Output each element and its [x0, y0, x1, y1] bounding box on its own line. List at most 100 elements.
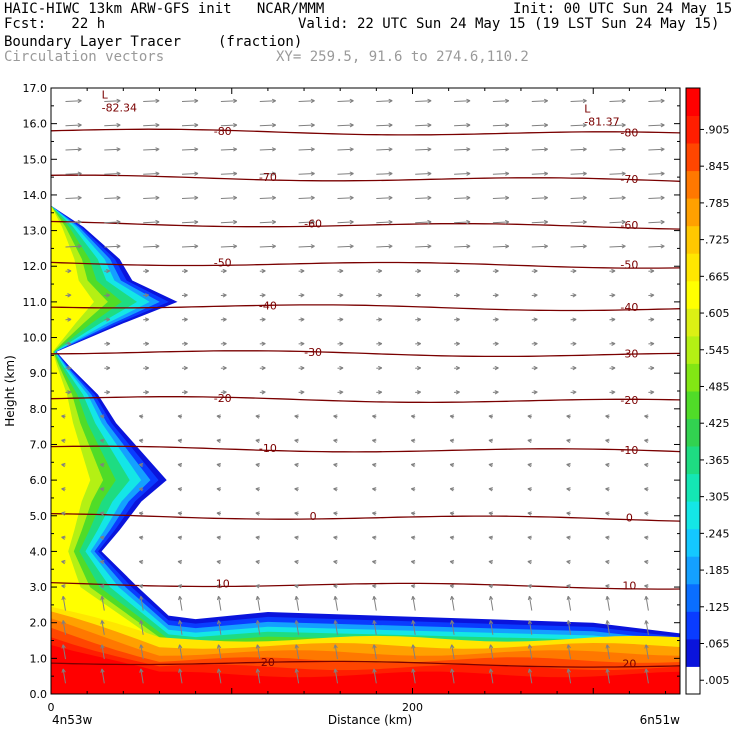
circulation-vector: [178, 644, 183, 660]
circulation-vector: [178, 595, 183, 611]
circulation-vector: [143, 365, 150, 371]
circulation-vector: [449, 462, 455, 468]
circulation-vector: [376, 244, 393, 249]
circulation-vector: [605, 644, 610, 660]
circulation-vector: [61, 535, 66, 540]
circulation-vector: [216, 511, 221, 516]
circulation-vector: [415, 244, 432, 249]
circulation-vector: [100, 414, 105, 419]
circulation-vector: [372, 462, 377, 468]
contour-label: -20: [214, 392, 232, 405]
circulation-vector: [566, 535, 571, 540]
contour-line: [51, 581, 680, 590]
circulation-vector: [139, 668, 144, 684]
circulation-vector: [566, 668, 572, 684]
circulation-vector: [220, 244, 238, 249]
circulation-vector: [605, 620, 610, 635]
circulation-vector: [337, 171, 354, 176]
colorbar-label: .485: [705, 380, 730, 393]
circulation-vector: [143, 341, 150, 347]
circulation-vector: [531, 390, 538, 395]
circulation-vector: [570, 98, 587, 104]
circulation-vector: [605, 462, 610, 468]
circulation-vector: [181, 244, 199, 249]
circulation-vector: [216, 620, 222, 635]
circulation-vector: [255, 644, 261, 660]
circulation-vector: [220, 365, 227, 371]
circulation-vector: [259, 147, 277, 152]
circulation-vector: [372, 511, 377, 516]
circulation-vector: [492, 365, 499, 371]
contour-label: -10: [259, 442, 277, 455]
circulation-vector: [65, 365, 72, 371]
circulation-vector: [65, 268, 72, 274]
circulation-vector: [454, 365, 460, 371]
circulation-vector: [527, 511, 532, 516]
circulation-vector: [531, 171, 549, 176]
circulation-vector: [570, 147, 587, 152]
circulation-vector: [531, 341, 538, 347]
circulation-vector: [100, 438, 105, 444]
x-axis-title: Distance (km): [328, 713, 412, 727]
contour-line: [51, 220, 680, 230]
circulation-vector: [644, 438, 649, 444]
circulation-vector: [216, 584, 221, 589]
circulation-vector: [605, 584, 610, 589]
circulation-vector: [605, 511, 610, 516]
circulation-vector: [454, 317, 460, 322]
circulation-vector: [298, 317, 305, 322]
contour-label: -20: [620, 394, 638, 407]
x-tick-label: 200: [402, 701, 423, 714]
circulation-vector: [65, 219, 82, 225]
circulation-vector: [531, 122, 549, 128]
circulation-vector: [527, 487, 532, 492]
circulation-vector: [376, 365, 383, 371]
circulation-vector: [415, 317, 422, 322]
circulation-vector: [333, 414, 338, 419]
circulation-vector: [449, 511, 455, 516]
circulation-vector: [177, 535, 183, 540]
y-tick-label: 9.0: [30, 367, 48, 380]
contour-label: 20: [622, 658, 636, 671]
circulation-vector: [609, 365, 616, 371]
circulation-vector: [492, 98, 510, 104]
contour-label: -80: [214, 125, 232, 138]
circulation-vector: [298, 147, 315, 152]
circulation-vector: [415, 293, 422, 298]
contour-line: [51, 128, 680, 136]
low-marker-letter: L: [102, 88, 109, 101]
circulation-vector: [220, 293, 227, 298]
circulation-vector: [294, 595, 300, 611]
circulation-vector: [527, 595, 533, 611]
circulation-vector: [410, 462, 416, 468]
circulation-vector: [644, 668, 649, 684]
circulation-vector: [255, 511, 260, 516]
circulation-vector: [104, 244, 121, 249]
circulation-vector: [181, 195, 199, 201]
circulation-vector: [570, 122, 587, 128]
circulation-vector: [644, 620, 649, 635]
circulation-vector: [644, 559, 649, 565]
circulation-vector: [372, 414, 377, 419]
circulation-vector: [566, 559, 571, 565]
circulation-vector: [104, 293, 111, 298]
circulation-vector: [376, 317, 383, 322]
circulation-vector: [609, 317, 616, 322]
header-forecast-hour: Fcst: 22 h: [4, 16, 106, 32]
circulation-vector: [566, 511, 571, 516]
circulation-vector: [372, 668, 377, 684]
circulation-vector: [65, 317, 72, 322]
contour-line: [51, 304, 680, 312]
circulation-vector: [531, 317, 538, 322]
circulation-vector: [100, 559, 105, 565]
circulation-vector: [566, 595, 572, 611]
low-marker-value: -82.34: [102, 101, 137, 114]
circulation-vector: [65, 147, 82, 152]
circulation-vector: [411, 668, 416, 684]
vector-name: Circulation vectors: [4, 49, 165, 65]
circulation-vector: [527, 535, 532, 540]
circulation-vector: [488, 644, 494, 660]
circulation-vector: [527, 462, 532, 468]
circulation-vector: [415, 268, 422, 274]
circulation-vector: [527, 559, 532, 565]
